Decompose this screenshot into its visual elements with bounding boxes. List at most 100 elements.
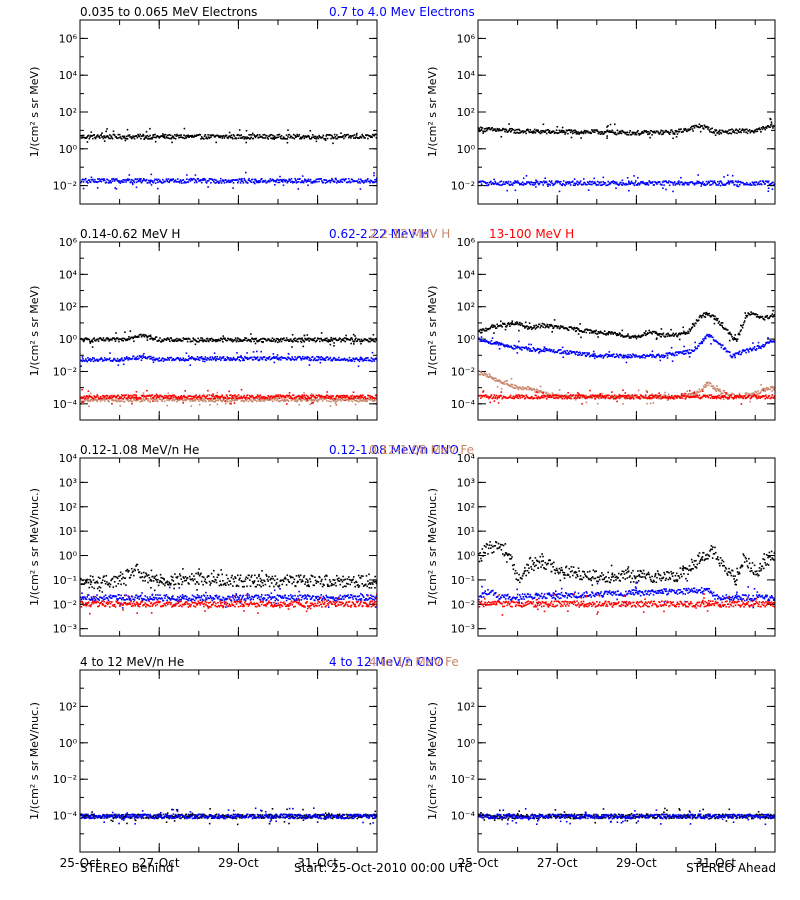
- data-point: [179, 179, 182, 181]
- data-point: [264, 137, 267, 139]
- data-point: [88, 358, 90, 361]
- data-point: [543, 130, 545, 132]
- data-point: [226, 356, 228, 358]
- data-point: [320, 356, 322, 358]
- data-point: [268, 338, 270, 340]
- data-point: [340, 178, 343, 181]
- data-point: [104, 400, 106, 402]
- data-point: [719, 324, 722, 326]
- data-point: [249, 134, 252, 136]
- data-point: [198, 341, 200, 343]
- data-point: [489, 327, 491, 330]
- data-point: [478, 337, 480, 339]
- data-point: [714, 182, 717, 185]
- data-point: [368, 397, 371, 399]
- data-point: [516, 322, 519, 325]
- data-point: [156, 179, 158, 181]
- data-point: [736, 340, 738, 342]
- data-point: [215, 181, 218, 184]
- data-point: [731, 335, 733, 338]
- data-point: [199, 134, 202, 136]
- data-point: [350, 337, 353, 339]
- data-point: [339, 338, 342, 340]
- data-point: [329, 356, 332, 359]
- data-point: [140, 335, 143, 338]
- data-point: [223, 137, 226, 139]
- data-point: [237, 356, 240, 359]
- data-point: [485, 339, 488, 342]
- data-point: [749, 314, 752, 316]
- data-point: [251, 178, 254, 181]
- data-point: [626, 357, 629, 359]
- data-point: [360, 179, 363, 182]
- data-point: [230, 397, 233, 400]
- data-point: [653, 184, 655, 186]
- data-point: [490, 343, 492, 345]
- data-point: [702, 312, 705, 315]
- data-point: [632, 182, 635, 185]
- data-point: [105, 398, 108, 400]
- data-point: [545, 181, 548, 184]
- data-point: [755, 313, 757, 315]
- data-point: [726, 329, 729, 331]
- data-point: [299, 337, 301, 340]
- data-point: [582, 131, 584, 134]
- data-point: [335, 178, 337, 181]
- data-point: [524, 321, 527, 324]
- data-point: [315, 359, 318, 361]
- data-point: [760, 316, 762, 318]
- data-point: [174, 179, 177, 181]
- data-point: [566, 130, 568, 132]
- data-point: [601, 354, 604, 357]
- data-point: [334, 402, 337, 404]
- data-point: [362, 136, 365, 138]
- data-point: [231, 394, 234, 397]
- data-point: [237, 398, 239, 401]
- data-point: [205, 136, 208, 138]
- data-point: [590, 181, 592, 183]
- data-point: [317, 356, 319, 358]
- data-point: [204, 356, 207, 358]
- data-point: [590, 132, 592, 135]
- data-point: [491, 127, 493, 129]
- data-point: [268, 395, 270, 398]
- data-point: [684, 350, 687, 352]
- data-point: [327, 358, 330, 361]
- data-point: [715, 129, 718, 131]
- data-point: [485, 127, 487, 130]
- data-point: [152, 134, 154, 136]
- data-point: [768, 341, 771, 344]
- data-point: [606, 129, 609, 132]
- data-point: [141, 180, 144, 183]
- data-point: [275, 394, 277, 396]
- data-point: [254, 342, 257, 345]
- data-point: [242, 136, 245, 138]
- data-point: [245, 141, 247, 144]
- data-point: [260, 400, 262, 402]
- data-point: [292, 137, 294, 139]
- data-point: [338, 338, 340, 341]
- data-point: [134, 397, 136, 400]
- data-point: [598, 182, 601, 184]
- data-point: [299, 400, 302, 402]
- data-point: [673, 335, 675, 337]
- data-point: [578, 133, 580, 135]
- data-point: [558, 181, 561, 183]
- data-point: [766, 180, 769, 183]
- data-point: [300, 181, 303, 184]
- plot-frame: [477, 19, 776, 205]
- data-point: [738, 332, 740, 335]
- data-point: [272, 179, 274, 181]
- data-point: [275, 181, 277, 183]
- data-point: [230, 402, 232, 405]
- data-point: [324, 137, 327, 140]
- data-point: [689, 128, 691, 131]
- data-point: [666, 352, 668, 355]
- data-point: [672, 353, 675, 356]
- data-point: [283, 178, 285, 181]
- data-point: [138, 357, 140, 360]
- data-point: [334, 337, 337, 340]
- data-point: [565, 131, 567, 134]
- data-point: [550, 349, 553, 351]
- data-point: [649, 132, 651, 134]
